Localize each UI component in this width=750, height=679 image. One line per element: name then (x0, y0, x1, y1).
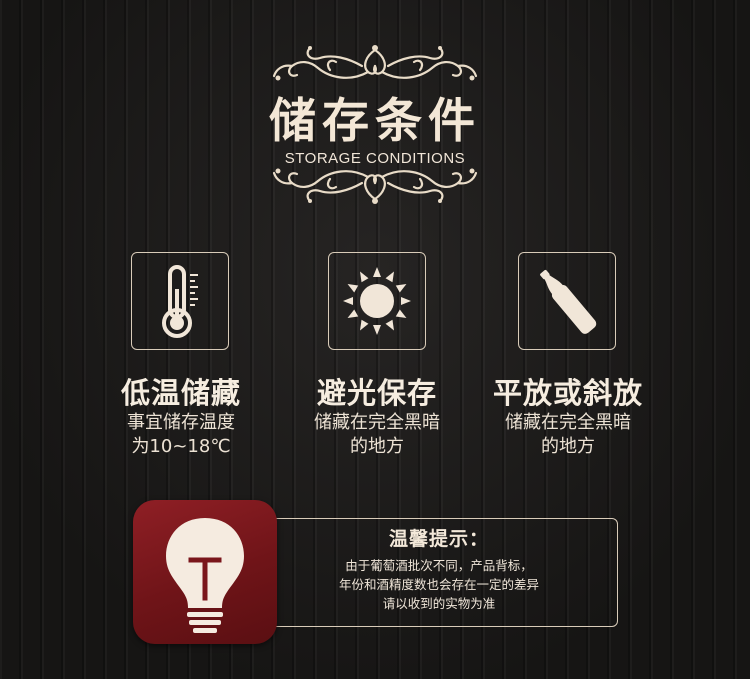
condition-title-laying: 平放或斜放 (492, 376, 643, 410)
tip-line: 请以收到的实物为准 (382, 596, 496, 611)
condition-desc-line: 储藏在完全黑暗 (314, 412, 440, 433)
bottom-ornament (272, 168, 478, 204)
tip-title: 温馨提示： (388, 528, 489, 550)
condition-title-low-temp: 低温储藏 (120, 376, 241, 410)
thermometer-icon (162, 265, 198, 338)
sun-icon (343, 267, 411, 335)
sun-card (328, 252, 426, 350)
condition-desc-line: 储藏在完全黑暗 (505, 412, 631, 433)
condition-desc-laying: 储藏在完全黑暗 的地方 (443, 411, 693, 459)
tip-line: 由于葡萄酒批次不同，产品背标， (345, 558, 533, 573)
condition-desc-low-temp: 事宜储存温度 为10~18℃ (56, 411, 306, 459)
condition-desc-line: 为10~18℃ (131, 436, 231, 457)
wine-bottle-card (518, 252, 616, 350)
condition-desc-line: 的地方 (541, 436, 595, 457)
top-ornament (272, 45, 478, 81)
tip-line: 年份和酒精度数也会存在一定的差异 (338, 577, 539, 592)
tip-badge (133, 500, 277, 644)
wine-bottle-icon (540, 269, 597, 334)
tip-text: 由于葡萄酒批次不同，产品背标， 年份和酒精度数也会存在一定的差异 请以收到的实物… (260, 556, 618, 613)
condition-desc-line: 的地方 (350, 436, 404, 457)
condition-desc-line: 事宜储存温度 (127, 412, 235, 433)
lightbulb-icon (166, 518, 244, 633)
condition-title-dark: 避光保存 (316, 376, 437, 410)
condition-desc-dark: 储藏在完全黑暗 的地方 (252, 411, 502, 459)
thermometer-card (131, 252, 229, 350)
page-title: 储存条件 (269, 94, 481, 149)
page-subtitle: STORAGE CONDITIONS (284, 150, 466, 167)
